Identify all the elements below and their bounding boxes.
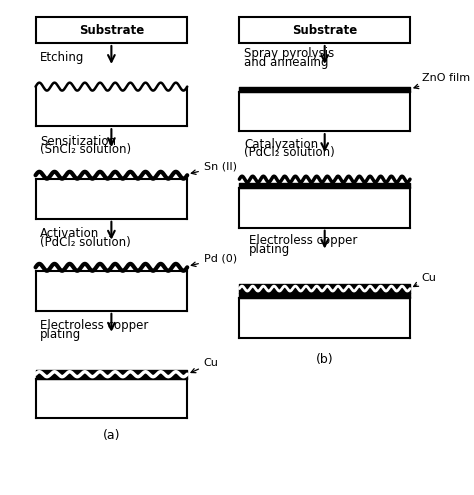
Text: plating: plating bbox=[249, 243, 290, 256]
Bar bbox=[36, 17, 187, 43]
Text: Spray pyrolysis: Spray pyrolysis bbox=[244, 48, 334, 60]
Bar bbox=[239, 17, 410, 43]
Text: Cu: Cu bbox=[414, 273, 437, 287]
Text: plating: plating bbox=[40, 328, 82, 341]
Text: Electroless copper: Electroless copper bbox=[40, 319, 149, 332]
Text: Activation: Activation bbox=[40, 227, 100, 240]
Text: Sensitization: Sensitization bbox=[40, 135, 116, 148]
Text: Pd (0): Pd (0) bbox=[191, 253, 237, 266]
Text: (PdCl₂ solution): (PdCl₂ solution) bbox=[40, 236, 131, 249]
Text: Sn (II): Sn (II) bbox=[191, 161, 237, 174]
Text: Substrate: Substrate bbox=[292, 24, 357, 37]
Text: Catalyzation: Catalyzation bbox=[244, 138, 318, 150]
Text: (a): (a) bbox=[103, 429, 120, 442]
Text: Etching: Etching bbox=[40, 51, 85, 64]
Text: (SnCl₂ solution): (SnCl₂ solution) bbox=[40, 144, 131, 156]
Text: Substrate: Substrate bbox=[79, 24, 144, 37]
Text: and annealing: and annealing bbox=[244, 56, 328, 69]
Text: ZnO film: ZnO film bbox=[414, 73, 470, 89]
Text: (b): (b) bbox=[316, 353, 334, 366]
Text: Electroless copper: Electroless copper bbox=[249, 234, 357, 247]
Text: Cu: Cu bbox=[191, 358, 219, 373]
Text: (PdCl₂ solution): (PdCl₂ solution) bbox=[244, 147, 335, 159]
